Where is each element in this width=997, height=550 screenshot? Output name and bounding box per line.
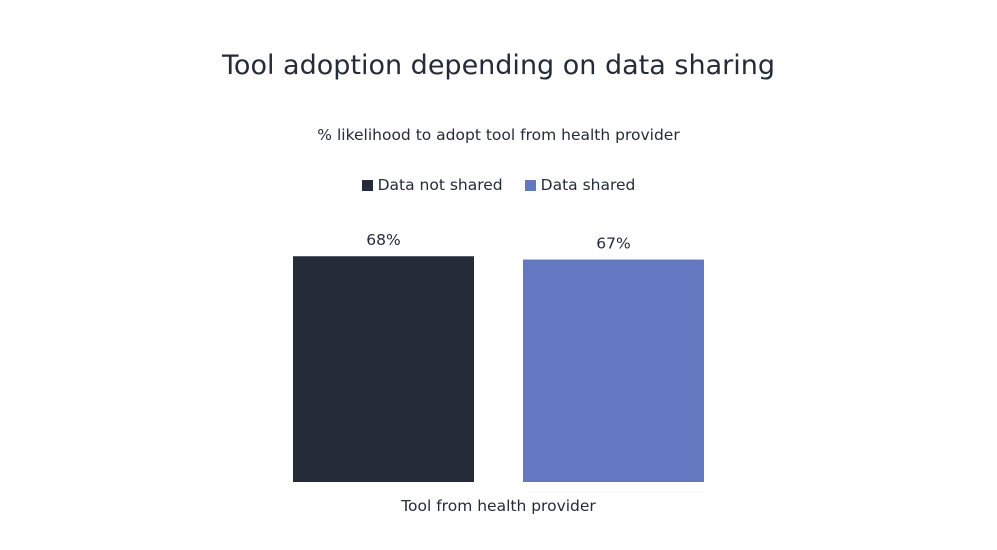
data-label-data-shared: 67%: [596, 235, 630, 253]
legend-label-data-not-shared: Data not shared: [377, 176, 503, 194]
bar-data-not-shared: [293, 256, 474, 482]
legend-item-data-shared: Data shared: [524, 176, 636, 194]
chart-subtitle: % likelihood to adopt tool from health p…: [317, 126, 680, 144]
chart-legend: Data not shared Data shared: [0, 176, 997, 194]
data-label-data-not-shared: 68%: [366, 231, 400, 249]
x-axis-label: Tool from health provider: [400, 497, 596, 515]
bar-data-shared: [523, 259, 704, 482]
legend-item-data-not-shared: Data not shared: [361, 176, 503, 194]
legend-label-data-shared: Data shared: [540, 176, 636, 194]
chart-title: Tool adoption depending on data sharing: [222, 50, 775, 81]
legend-swatch-data-shared: [524, 179, 536, 191]
legend-swatch-data-not-shared: [361, 179, 373, 191]
